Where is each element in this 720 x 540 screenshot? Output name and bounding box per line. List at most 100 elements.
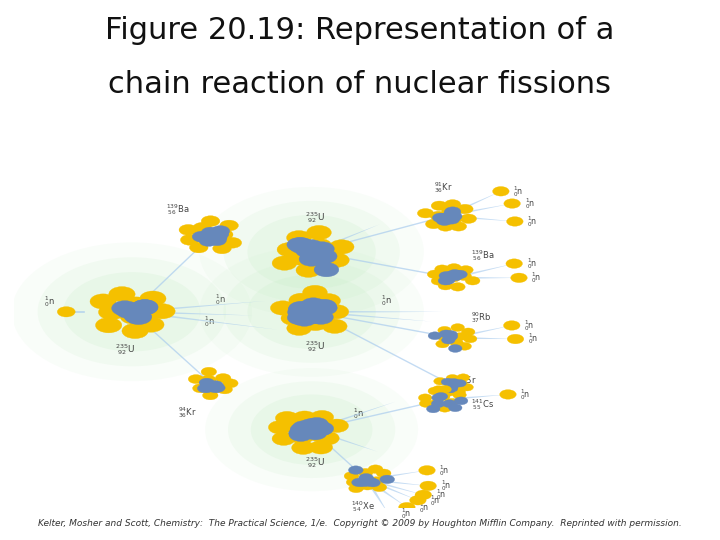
Text: $^1_0$n: $^1_0$n: [441, 478, 451, 494]
Circle shape: [430, 399, 443, 407]
Circle shape: [420, 481, 436, 491]
Circle shape: [302, 285, 328, 300]
Text: $^1_0$n: $^1_0$n: [400, 506, 411, 521]
Circle shape: [290, 423, 313, 436]
Circle shape: [304, 427, 327, 440]
Circle shape: [427, 270, 442, 279]
Circle shape: [359, 475, 374, 484]
Circle shape: [316, 294, 341, 308]
Circle shape: [316, 431, 339, 445]
Circle shape: [444, 384, 456, 392]
Circle shape: [457, 374, 469, 381]
Circle shape: [450, 339, 463, 347]
Circle shape: [132, 300, 158, 315]
Circle shape: [200, 383, 216, 392]
Circle shape: [444, 399, 458, 406]
Circle shape: [418, 394, 432, 402]
Circle shape: [202, 232, 221, 243]
Circle shape: [447, 271, 462, 280]
Circle shape: [207, 384, 222, 393]
Circle shape: [58, 307, 75, 317]
Circle shape: [199, 235, 217, 246]
Circle shape: [360, 482, 375, 490]
Circle shape: [449, 345, 462, 353]
Circle shape: [300, 418, 323, 432]
Circle shape: [506, 259, 523, 268]
Polygon shape: [142, 311, 253, 315]
Text: $^1_0$n: $^1_0$n: [439, 463, 450, 478]
Circle shape: [307, 252, 333, 266]
Circle shape: [324, 305, 348, 319]
Circle shape: [433, 213, 449, 222]
Circle shape: [310, 312, 334, 326]
Circle shape: [122, 323, 148, 339]
Circle shape: [503, 321, 520, 330]
Polygon shape: [464, 277, 519, 279]
Polygon shape: [454, 191, 501, 213]
Circle shape: [439, 272, 454, 280]
Circle shape: [223, 261, 400, 363]
Text: $^{235}_{\ 92}$U: $^{235}_{\ 92}$U: [115, 342, 135, 357]
Circle shape: [208, 235, 226, 246]
Text: $^1_0$n: $^1_0$n: [513, 184, 523, 199]
Circle shape: [344, 472, 359, 480]
Circle shape: [212, 243, 231, 254]
Polygon shape: [142, 312, 277, 329]
Circle shape: [294, 310, 319, 325]
Circle shape: [441, 206, 458, 216]
Text: $^1_0$n: $^1_0$n: [204, 314, 215, 329]
Circle shape: [454, 397, 468, 405]
Text: $^{141}_{\ 55}$Cs: $^{141}_{\ 55}$Cs: [471, 397, 494, 413]
Circle shape: [201, 375, 216, 384]
Circle shape: [120, 303, 146, 319]
Circle shape: [329, 240, 354, 254]
Circle shape: [446, 264, 462, 272]
Circle shape: [305, 249, 329, 264]
Circle shape: [300, 243, 325, 258]
Circle shape: [430, 211, 446, 221]
Circle shape: [181, 234, 199, 245]
Circle shape: [446, 273, 461, 282]
Text: $^1_0$n: $^1_0$n: [381, 293, 392, 308]
Circle shape: [197, 384, 213, 393]
Circle shape: [449, 272, 463, 281]
Circle shape: [419, 465, 436, 475]
Circle shape: [457, 204, 473, 214]
Circle shape: [438, 281, 453, 290]
Circle shape: [459, 266, 473, 274]
Circle shape: [446, 212, 462, 221]
Circle shape: [435, 265, 449, 273]
Circle shape: [126, 302, 153, 317]
Circle shape: [199, 378, 215, 387]
Circle shape: [312, 301, 337, 315]
Circle shape: [228, 381, 395, 478]
Circle shape: [12, 242, 252, 381]
Polygon shape: [142, 301, 266, 312]
Circle shape: [302, 312, 328, 326]
Circle shape: [304, 305, 328, 319]
Circle shape: [441, 336, 455, 344]
Circle shape: [446, 383, 458, 390]
Circle shape: [288, 251, 312, 265]
Circle shape: [380, 475, 395, 484]
Circle shape: [290, 300, 315, 314]
Circle shape: [188, 375, 204, 383]
Circle shape: [507, 334, 523, 344]
Circle shape: [444, 333, 456, 341]
Circle shape: [415, 490, 431, 500]
Circle shape: [202, 391, 218, 400]
Circle shape: [310, 242, 334, 256]
Circle shape: [277, 242, 302, 256]
Circle shape: [449, 404, 462, 411]
Text: chain reaction of nuclear fissions: chain reaction of nuclear fissions: [109, 70, 611, 99]
Text: $^1_0$n: $^1_0$n: [215, 292, 225, 307]
Circle shape: [192, 231, 211, 242]
Circle shape: [290, 430, 313, 444]
Polygon shape: [369, 485, 388, 514]
Circle shape: [500, 390, 516, 399]
Circle shape: [297, 244, 321, 258]
Circle shape: [428, 387, 441, 395]
Circle shape: [116, 301, 143, 316]
Circle shape: [358, 469, 373, 477]
Circle shape: [453, 388, 466, 395]
